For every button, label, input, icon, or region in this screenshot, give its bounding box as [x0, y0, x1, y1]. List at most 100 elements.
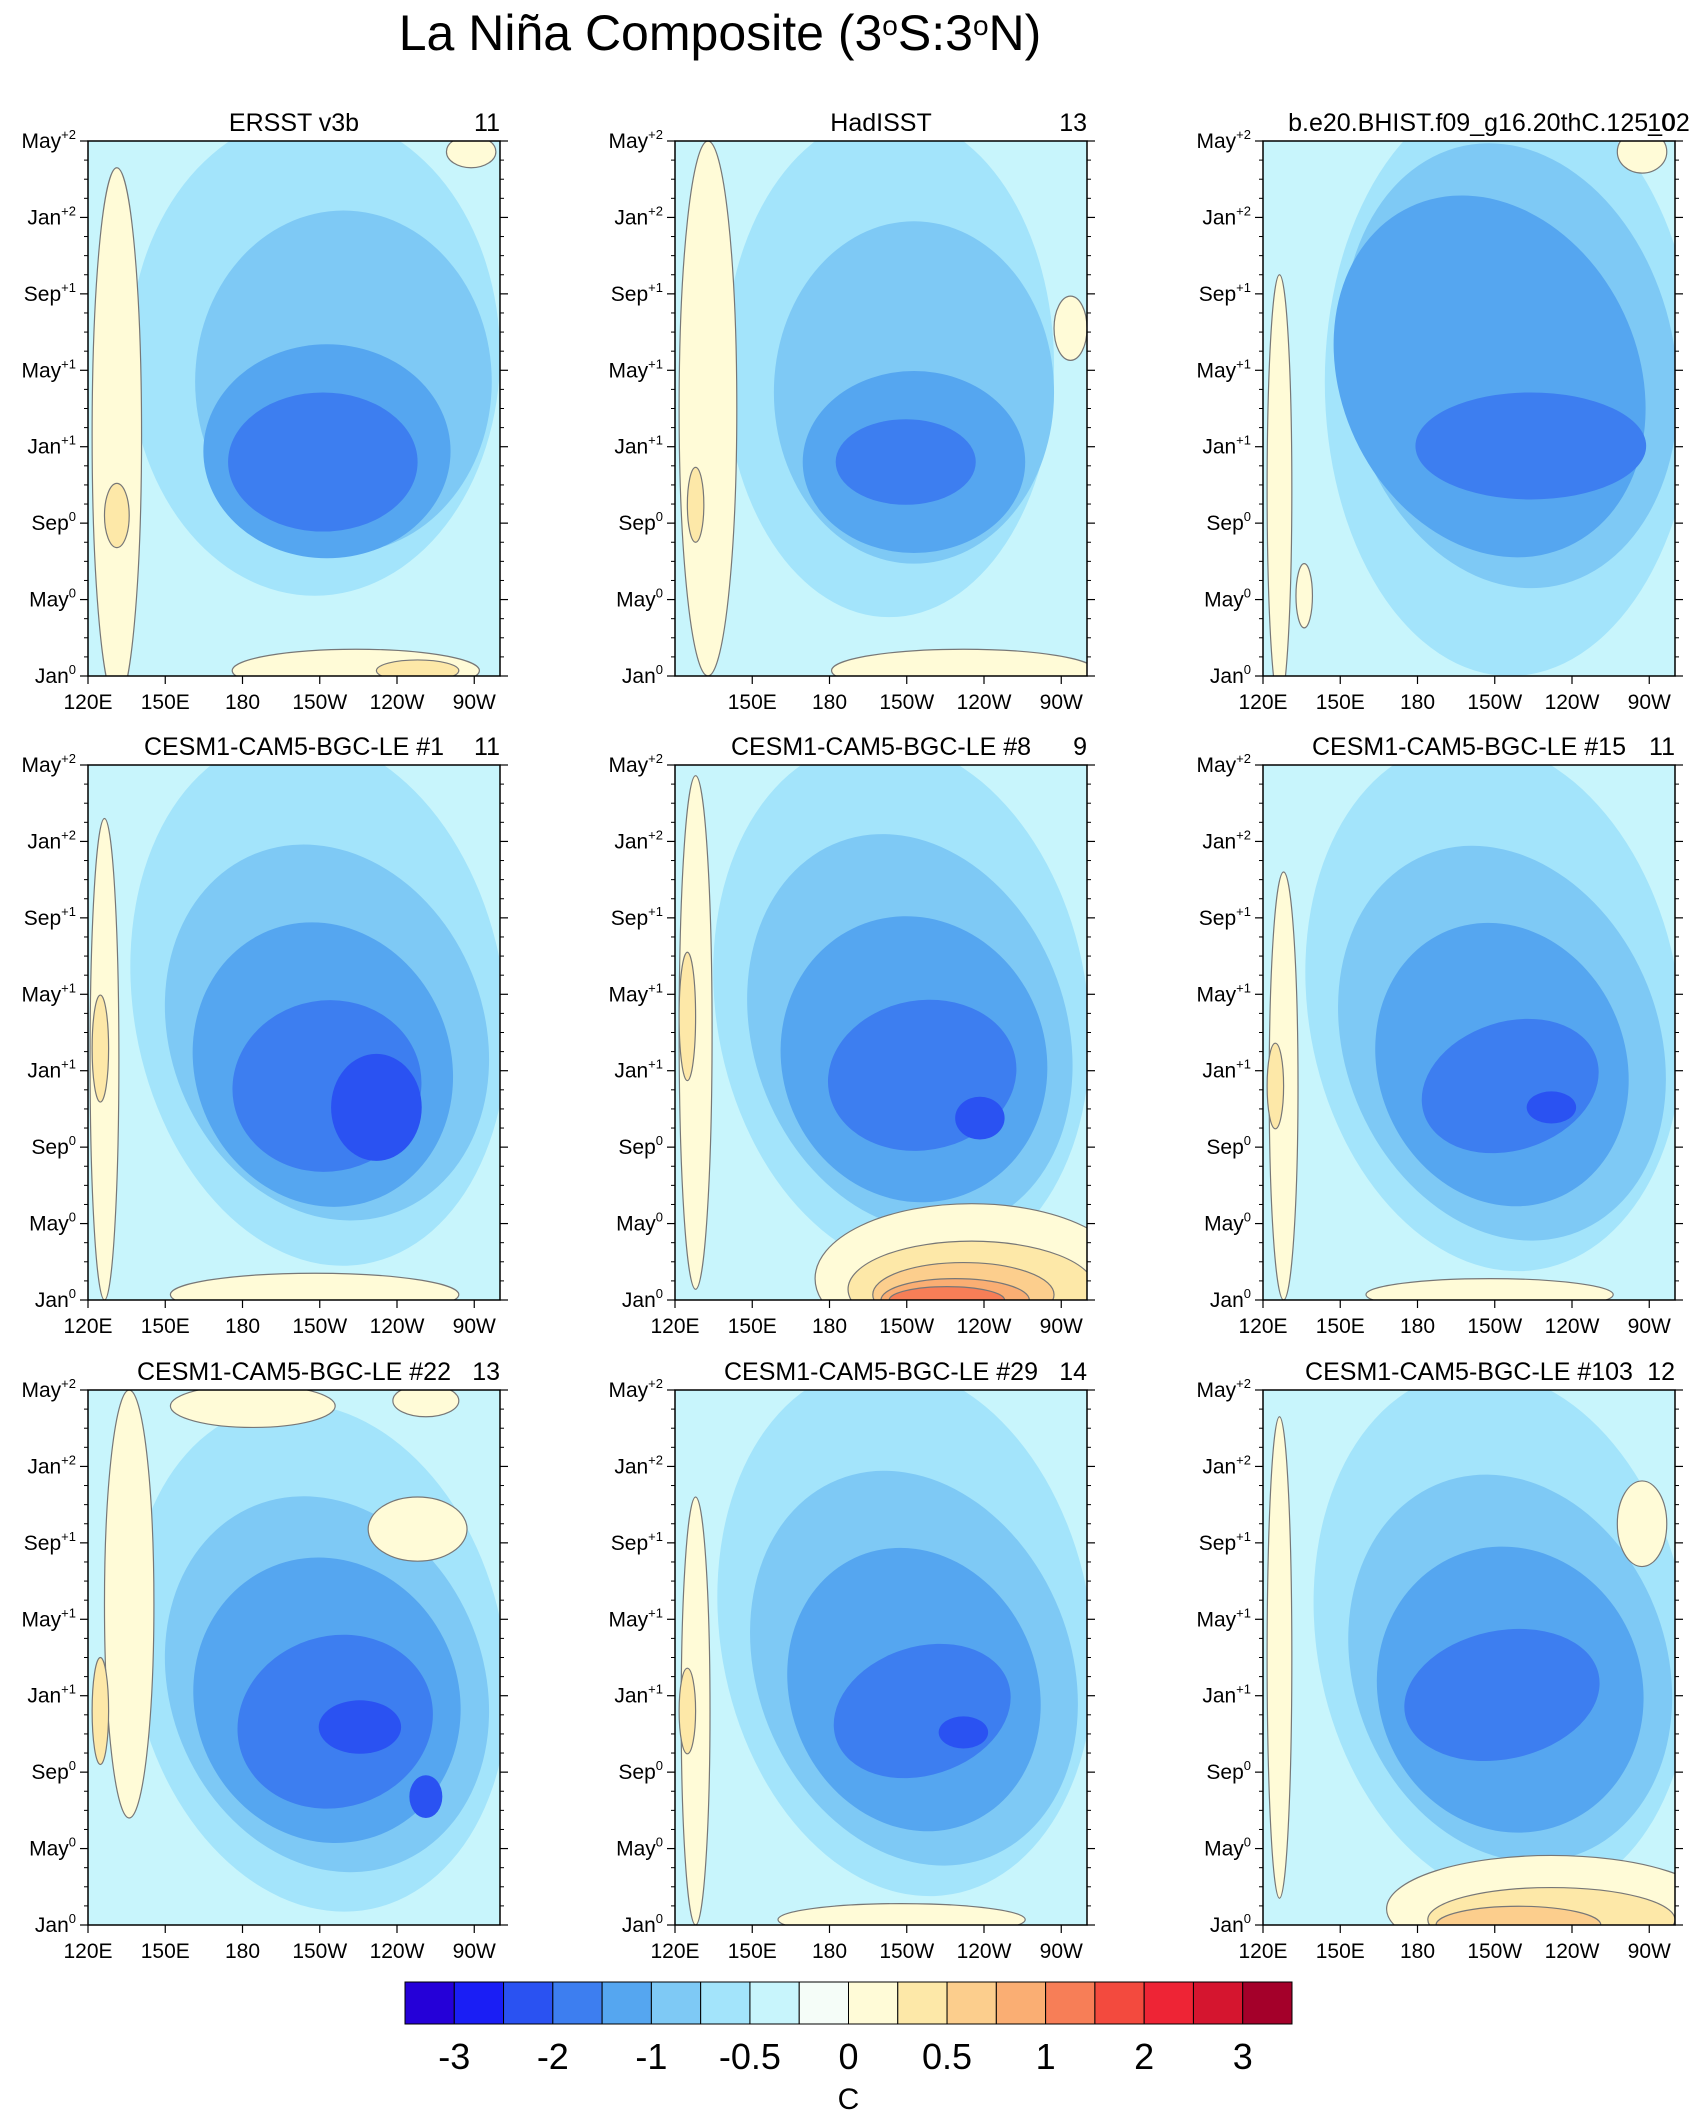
y-tick-label: Jan0 [35, 662, 76, 688]
y-tick-label: May+2 [21, 127, 76, 153]
colorbar-swatch [1143, 1981, 1194, 2025]
cool-anomaly-contour [228, 392, 418, 532]
panel-title: b.e20.BHIST.f09_g16.20thC.125_02 [1288, 109, 1690, 137]
colorbar-swatch [1192, 1981, 1244, 2025]
warm-anomaly-contour [678, 141, 738, 676]
x-tick-label: 150W [879, 691, 934, 714]
colorbar-swatch [1094, 1981, 1145, 2025]
y-tick-label: Jan+2 [614, 1452, 663, 1478]
warm-anomaly-contour [1616, 141, 1668, 174]
x-tick-label: 150W [1467, 1940, 1522, 1963]
x-tick-label: 90W [453, 691, 496, 714]
x-tick-label: 120W [1545, 1315, 1600, 1338]
y-tick-label: Jan+1 [1202, 1057, 1251, 1083]
y-tick-label: May+1 [608, 356, 663, 382]
y-tick-label: Jan0 [1210, 662, 1251, 688]
colorbar-swatch [650, 1981, 702, 2025]
y-tick-label: Jan+1 [27, 433, 76, 459]
x-tick-label: 150W [292, 691, 347, 714]
y-tick-label: Jan0 [622, 662, 663, 688]
x-tick-label: 180 [225, 691, 260, 714]
figure-title: La Niña Composite (3oS:3oN) [399, 5, 1042, 61]
contour-field [88, 141, 500, 676]
panel-count: 11 [474, 733, 500, 761]
y-tick-label: Jan+1 [1202, 1682, 1251, 1708]
x-tick-label: 90W [1628, 691, 1671, 714]
y-tick-label: May+2 [1196, 127, 1251, 153]
warm-anomaly-contour [1295, 563, 1314, 629]
x-tick-label: 180 [1400, 691, 1435, 714]
colorbar: -3 -2 -1 -0.5 0 0.5 1 2 3 C [404, 1981, 1293, 2114]
colorbar-swatch [503, 1981, 554, 2025]
colorbar-swatch [1242, 1981, 1293, 2025]
x-tick-label: 150W [879, 1315, 934, 1338]
warm-anomaly-contour [830, 648, 1087, 676]
y-tick-label: May0 [29, 1210, 76, 1236]
panel: CESM1-CAM5-BGC-LE #1 11 Jan0 May0 Sep0 Jan+1 M… [21, 733, 508, 1338]
y-tick-label: May+2 [608, 127, 663, 153]
warm-anomaly-contour [1266, 1042, 1285, 1130]
y-tick-label: May+1 [608, 1605, 663, 1631]
warm-anomaly-contour [888, 1286, 1006, 1300]
y-tick-label: Sep0 [618, 509, 663, 535]
colorbar-swatch [700, 1981, 751, 2025]
y-tick-label: Jan0 [622, 1911, 663, 1937]
warm-anomaly-contour [777, 1903, 1026, 1925]
y-tick-label: May0 [1204, 1210, 1251, 1236]
warm-anomaly-contour [686, 466, 705, 543]
x-tick-label: 120E [63, 1940, 112, 1963]
x-tick-label: 180 [812, 1315, 847, 1338]
y-tick-label: May0 [616, 1210, 663, 1236]
y-tick-label: Sep+1 [24, 280, 76, 306]
y-tick-label: May+2 [21, 1376, 76, 1402]
y-tick-label: Sep0 [618, 1758, 663, 1784]
cool-anomaly-contour [409, 1775, 443, 1818]
panel-title: CESM1-CAM5-BGC-LE #103 [1305, 1358, 1633, 1386]
x-tick-label: 150E [728, 1315, 777, 1338]
y-tick-label: Sep+1 [1199, 280, 1251, 306]
panel: CESM1-CAM5-BGC-LE #29 14 Jan0 May0 Sep0 Jan+1… [608, 1358, 1095, 1963]
x-tick-label: 150W [292, 1315, 347, 1338]
colorbar-label: -1 [635, 2036, 667, 2077]
contour-field [1263, 1390, 1675, 1925]
y-tick-label: May+2 [21, 751, 76, 777]
x-tick-label: 90W [1628, 1940, 1671, 1963]
contour-field [675, 141, 1087, 676]
y-tick-label: Sep0 [1206, 1133, 1251, 1159]
y-tick-label: Jan+2 [27, 203, 76, 229]
warm-anomaly-contour [169, 1272, 460, 1300]
x-tick-label: 150W [879, 1940, 934, 1963]
y-tick-label: Sep0 [31, 509, 76, 535]
contour-field [675, 765, 1087, 1300]
y-tick-label: Jan+1 [1202, 433, 1251, 459]
contour-field [1263, 765, 1675, 1300]
y-tick-label: Jan0 [1210, 1911, 1251, 1937]
x-tick-label: 90W [1628, 1315, 1671, 1338]
y-tick-label: Sep0 [618, 1133, 663, 1159]
x-tick-label: 120E [1238, 691, 1287, 714]
warm-anomaly-contour [91, 994, 110, 1103]
colorbar-unit: C [838, 2083, 860, 2114]
panel: HadISST 13 Jan0 May0 Sep0 Jan+1 May+1 Sep+1 Jan+… [608, 109, 1095, 714]
x-tick-label: 180 [812, 1940, 847, 1963]
colorbar-swatch [453, 1981, 505, 2025]
y-tick-label: May+2 [1196, 1376, 1251, 1402]
x-tick-label: 120E [650, 1315, 699, 1338]
x-tick-label: 180 [1400, 1315, 1435, 1338]
colorbar-swatch [552, 1981, 603, 2025]
y-tick-label: Sep+1 [611, 1529, 663, 1555]
x-tick-label: 150E [1316, 1940, 1365, 1963]
colorbar-label: -2 [537, 2036, 569, 2077]
y-tick-label: May+1 [21, 1605, 76, 1631]
warm-anomaly-contour [375, 659, 460, 676]
panel-count: 10 [1647, 109, 1675, 137]
x-tick-label: 120W [370, 691, 425, 714]
warm-anomaly-contour [1266, 1416, 1293, 1899]
y-tick-label: Sep+1 [1199, 904, 1251, 930]
y-tick-label: Jan+1 [27, 1057, 76, 1083]
y-tick-label: Jan0 [35, 1286, 76, 1312]
panel-title: ERSST v3b [229, 109, 359, 137]
warm-anomaly-contour [392, 1390, 460, 1418]
